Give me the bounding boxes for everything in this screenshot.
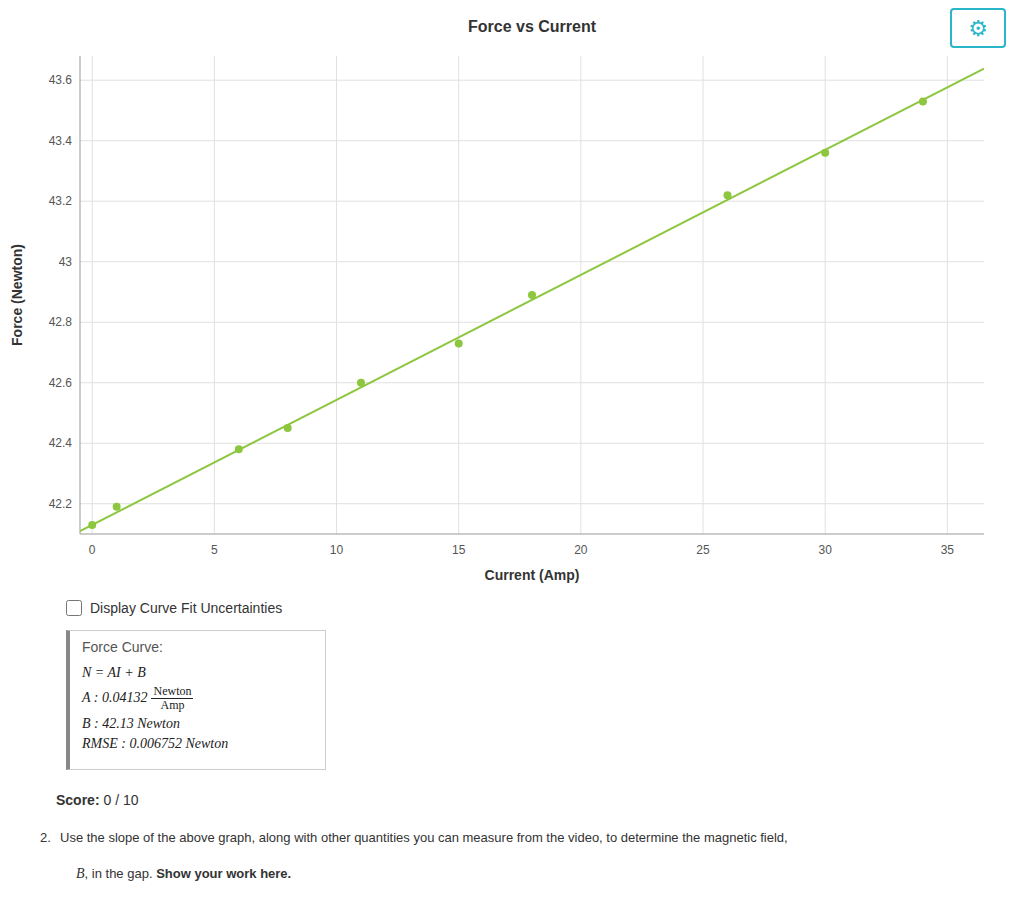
fit-box: Force Curve: N = AI + B A : 0.04132 NewtonA…: [66, 630, 326, 770]
data-point: [357, 379, 365, 387]
grid-line: [80, 201, 984, 202]
x-tick-label: 25: [696, 543, 710, 557]
y-tick-label: 43.4: [49, 134, 73, 148]
fit-line: [80, 69, 984, 532]
unit-denominator: Amp: [160, 699, 184, 712]
grid-line: [80, 322, 984, 323]
data-point: [821, 149, 829, 157]
grid-line: [80, 382, 984, 383]
item-text-bold: Show your work here.: [156, 866, 291, 881]
y-tick-label: 42.4: [49, 436, 73, 450]
x-tick-label: 35: [941, 543, 955, 557]
fit-slope-unit: NewtonAmp: [151, 685, 193, 712]
y-tick-label: 42.2: [49, 497, 73, 511]
grid-line: [80, 80, 984, 81]
checkbox-row[interactable]: Display Curve Fit Uncertainties: [66, 600, 282, 616]
x-tick-label: 0: [89, 543, 96, 557]
checkbox-label: Display Curve Fit Uncertainties: [90, 600, 282, 616]
fit-slope: A : 0.04132 NewtonAmp: [82, 685, 313, 712]
x-tick-label: 30: [819, 543, 833, 557]
x-axis-label: Current (Amp): [485, 567, 580, 583]
unit-numerator: Newton: [151, 685, 193, 699]
item-text: Use the slope of the above graph, along …: [60, 830, 788, 845]
data-point: [723, 191, 731, 199]
checkbox[interactable]: [66, 600, 82, 616]
item-number: 2.: [40, 830, 51, 845]
grid-line: [580, 56, 581, 534]
x-tick-label: 20: [574, 543, 588, 557]
fit-slope-text: A : 0.04132: [82, 690, 147, 705]
data-point: [88, 521, 96, 529]
fit-rmse: RMSE : 0.006752 Newton: [82, 736, 313, 752]
fit-intercept: B : 42.13 Newton: [82, 716, 313, 732]
score-value: 0 / 10: [103, 792, 138, 808]
grid-line: [703, 56, 704, 534]
data-point: [528, 291, 536, 299]
fit-box-title: Force Curve:: [82, 639, 313, 655]
x-tick-label: 5: [211, 543, 218, 557]
chart-title: Force vs Current: [468, 18, 597, 35]
grid: [80, 56, 984, 534]
fit-equation: N = AI + B: [82, 665, 313, 681]
y-tick-label: 42.6: [49, 376, 73, 390]
data-point: [235, 445, 243, 453]
grid-line: [92, 56, 93, 534]
x-tick-label: 15: [452, 543, 466, 557]
y-tick-label: 42.8: [49, 315, 73, 329]
score-label: Score:: [56, 792, 100, 808]
y-axis-line: [80, 56, 81, 534]
data-point: [919, 97, 927, 105]
item-symbol: B: [76, 866, 85, 881]
y-tick-label: 43: [59, 255, 73, 269]
data-point: [113, 503, 121, 511]
grid-line: [80, 443, 984, 444]
x-axis-line: [80, 534, 984, 535]
grid-line: [80, 503, 984, 504]
grid-line: [80, 140, 984, 141]
grid-line: [336, 56, 337, 534]
grid-line: [947, 56, 948, 534]
data-point: [455, 339, 463, 347]
score: Score: 0 / 10: [56, 792, 139, 808]
chart: 0 5 10 15 20 25 30 35 42.2 42.4 42.6 42.8 43 43.2 43.4…: [0, 0, 1024, 590]
y-tick-label: 43.6: [49, 73, 73, 87]
settings-button[interactable]: ⚙: [950, 8, 1006, 48]
item-text-line2: B, in the gap. Show your work here.: [76, 866, 291, 882]
item-text-plain: , in the gap.: [85, 866, 157, 881]
y-axis-label: Force (Newton): [9, 244, 25, 346]
plot-area: [80, 69, 984, 532]
data-point: [284, 424, 292, 432]
grid-line: [458, 56, 459, 534]
grid-line: [80, 261, 984, 262]
x-tick-label: 10: [330, 543, 344, 557]
grid-line: [825, 56, 826, 534]
y-tick-label: 43.2: [49, 194, 73, 208]
